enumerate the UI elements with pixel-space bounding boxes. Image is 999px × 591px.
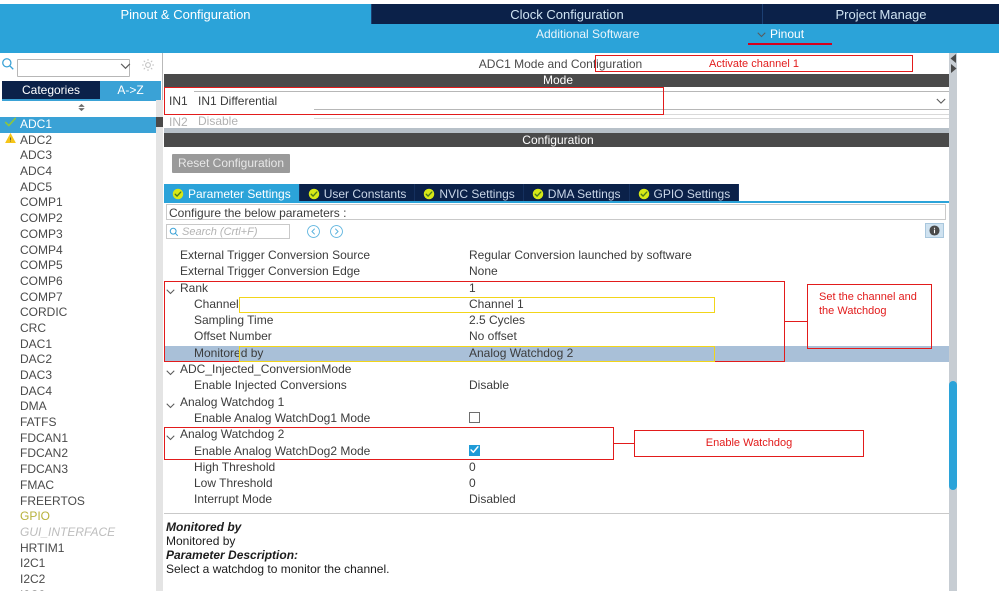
svg-text:!: ! [9, 137, 11, 143]
